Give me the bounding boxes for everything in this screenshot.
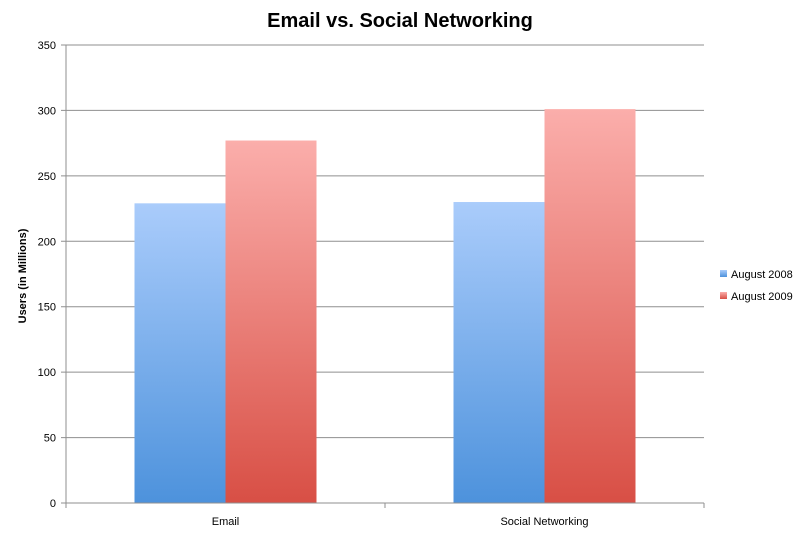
bar-email-august-2008 (134, 203, 226, 503)
y-tick-label: 50 (44, 433, 56, 445)
y-tick-label: 100 (38, 367, 56, 379)
legend-label: August 2008 (731, 269, 793, 281)
chart-title: Email vs. Social Networking (267, 10, 533, 32)
y-tick-label: 300 (38, 105, 56, 117)
y-tick-label: 0 (50, 498, 56, 510)
bar-social-networking-august-2009 (544, 109, 636, 504)
y-tick-label: 150 (38, 302, 56, 314)
y-axis-title: Users (in Millions) (17, 228, 29, 323)
legend-label: August 2009 (731, 291, 793, 303)
bar-email-august-2009 (225, 140, 317, 504)
legend-swatch (720, 270, 727, 277)
y-tick-label: 350 (38, 40, 56, 52)
legend: August 2008 August 2009 (720, 269, 793, 303)
bars (134, 109, 636, 504)
y-tick-label: 250 (38, 171, 56, 183)
x-tick-label: Social Networking (500, 516, 588, 528)
x-axis-ticks: Email Social Networking (65, 503, 705, 528)
y-tick-label: 200 (38, 236, 56, 248)
bar-social-networking-august-2008 (453, 202, 545, 503)
x-tick-label: Email (212, 516, 240, 528)
legend-swatch (720, 292, 727, 299)
y-axis-ticks: 0 50 100 150 200 250 300 350 (38, 40, 56, 510)
